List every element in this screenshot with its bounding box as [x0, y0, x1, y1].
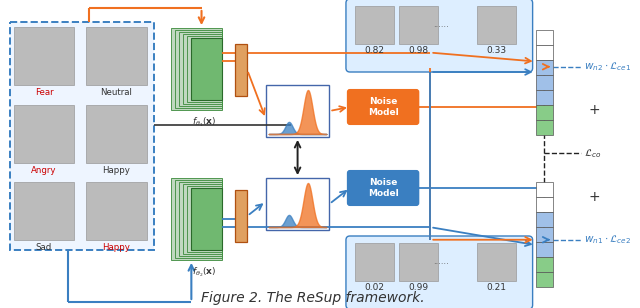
- Bar: [266, 178, 330, 230]
- Bar: [183, 184, 222, 254]
- Bar: [10, 22, 154, 250]
- Bar: [355, 6, 394, 44]
- Text: Angry: Angry: [31, 166, 57, 175]
- Bar: [171, 28, 222, 110]
- Bar: [536, 75, 553, 90]
- FancyBboxPatch shape: [346, 236, 532, 308]
- Bar: [187, 36, 222, 102]
- Text: Sad: Sad: [36, 243, 52, 252]
- Text: Neutral: Neutral: [100, 88, 132, 97]
- Bar: [536, 197, 553, 212]
- FancyBboxPatch shape: [348, 171, 419, 205]
- Bar: [171, 178, 222, 260]
- Text: +: +: [588, 189, 600, 204]
- Bar: [266, 85, 330, 137]
- Text: $f_{\theta_2}(\mathbf{x})$: $f_{\theta_2}(\mathbf{x})$: [192, 265, 216, 278]
- Text: 0.33: 0.33: [486, 46, 506, 55]
- Bar: [175, 180, 222, 258]
- Bar: [399, 243, 438, 281]
- Text: Happy: Happy: [102, 243, 130, 252]
- Bar: [536, 227, 553, 242]
- Text: 0.98: 0.98: [408, 46, 428, 55]
- Bar: [536, 242, 553, 257]
- Bar: [536, 105, 553, 120]
- Bar: [13, 105, 74, 163]
- Bar: [536, 212, 553, 227]
- Bar: [175, 30, 222, 108]
- Bar: [86, 182, 147, 240]
- Bar: [536, 90, 553, 105]
- FancyBboxPatch shape: [346, 0, 532, 72]
- Text: $\mathcal{L}_{co}$: $\mathcal{L}_{co}$: [584, 147, 602, 160]
- Bar: [191, 188, 222, 250]
- Bar: [86, 27, 147, 85]
- Bar: [536, 182, 553, 197]
- Bar: [187, 186, 222, 252]
- Bar: [536, 120, 553, 135]
- Bar: [536, 257, 553, 272]
- Text: ......: ......: [433, 257, 449, 265]
- FancyBboxPatch shape: [348, 90, 419, 124]
- Text: $w_{n2}\cdot\mathcal{L}_{ce1}$: $w_{n2}\cdot\mathcal{L}_{ce1}$: [584, 60, 632, 73]
- Text: 0.02: 0.02: [364, 282, 384, 291]
- Bar: [536, 60, 553, 75]
- Bar: [86, 105, 147, 163]
- Bar: [13, 182, 74, 240]
- Bar: [234, 190, 247, 242]
- Text: 0.82: 0.82: [364, 46, 384, 55]
- Text: 0.21: 0.21: [486, 282, 506, 291]
- Text: 0.99: 0.99: [408, 282, 428, 291]
- Bar: [477, 243, 516, 281]
- Bar: [477, 6, 516, 44]
- Bar: [399, 6, 438, 44]
- Bar: [179, 182, 222, 256]
- Bar: [536, 30, 553, 45]
- Text: +: +: [588, 103, 600, 117]
- Bar: [355, 243, 394, 281]
- Text: Noise
Model: Noise Model: [368, 97, 399, 117]
- Text: ......: ......: [433, 19, 449, 29]
- Text: Figure 2. The ReSup framework.: Figure 2. The ReSup framework.: [201, 291, 424, 305]
- Bar: [179, 32, 222, 106]
- Text: Happy: Happy: [102, 166, 130, 175]
- Bar: [536, 272, 553, 287]
- Text: Fear: Fear: [35, 88, 53, 97]
- Text: Noise
Model: Noise Model: [368, 178, 399, 198]
- Bar: [234, 44, 247, 96]
- Bar: [536, 45, 553, 60]
- Bar: [191, 38, 222, 100]
- Bar: [183, 34, 222, 104]
- Text: $w_{n1}\cdot\mathcal{L}_{ce2}$: $w_{n1}\cdot\mathcal{L}_{ce2}$: [584, 233, 632, 246]
- Text: $f_{\theta_1}(\mathbf{x})$: $f_{\theta_1}(\mathbf{x})$: [192, 115, 216, 128]
- Bar: [13, 27, 74, 85]
